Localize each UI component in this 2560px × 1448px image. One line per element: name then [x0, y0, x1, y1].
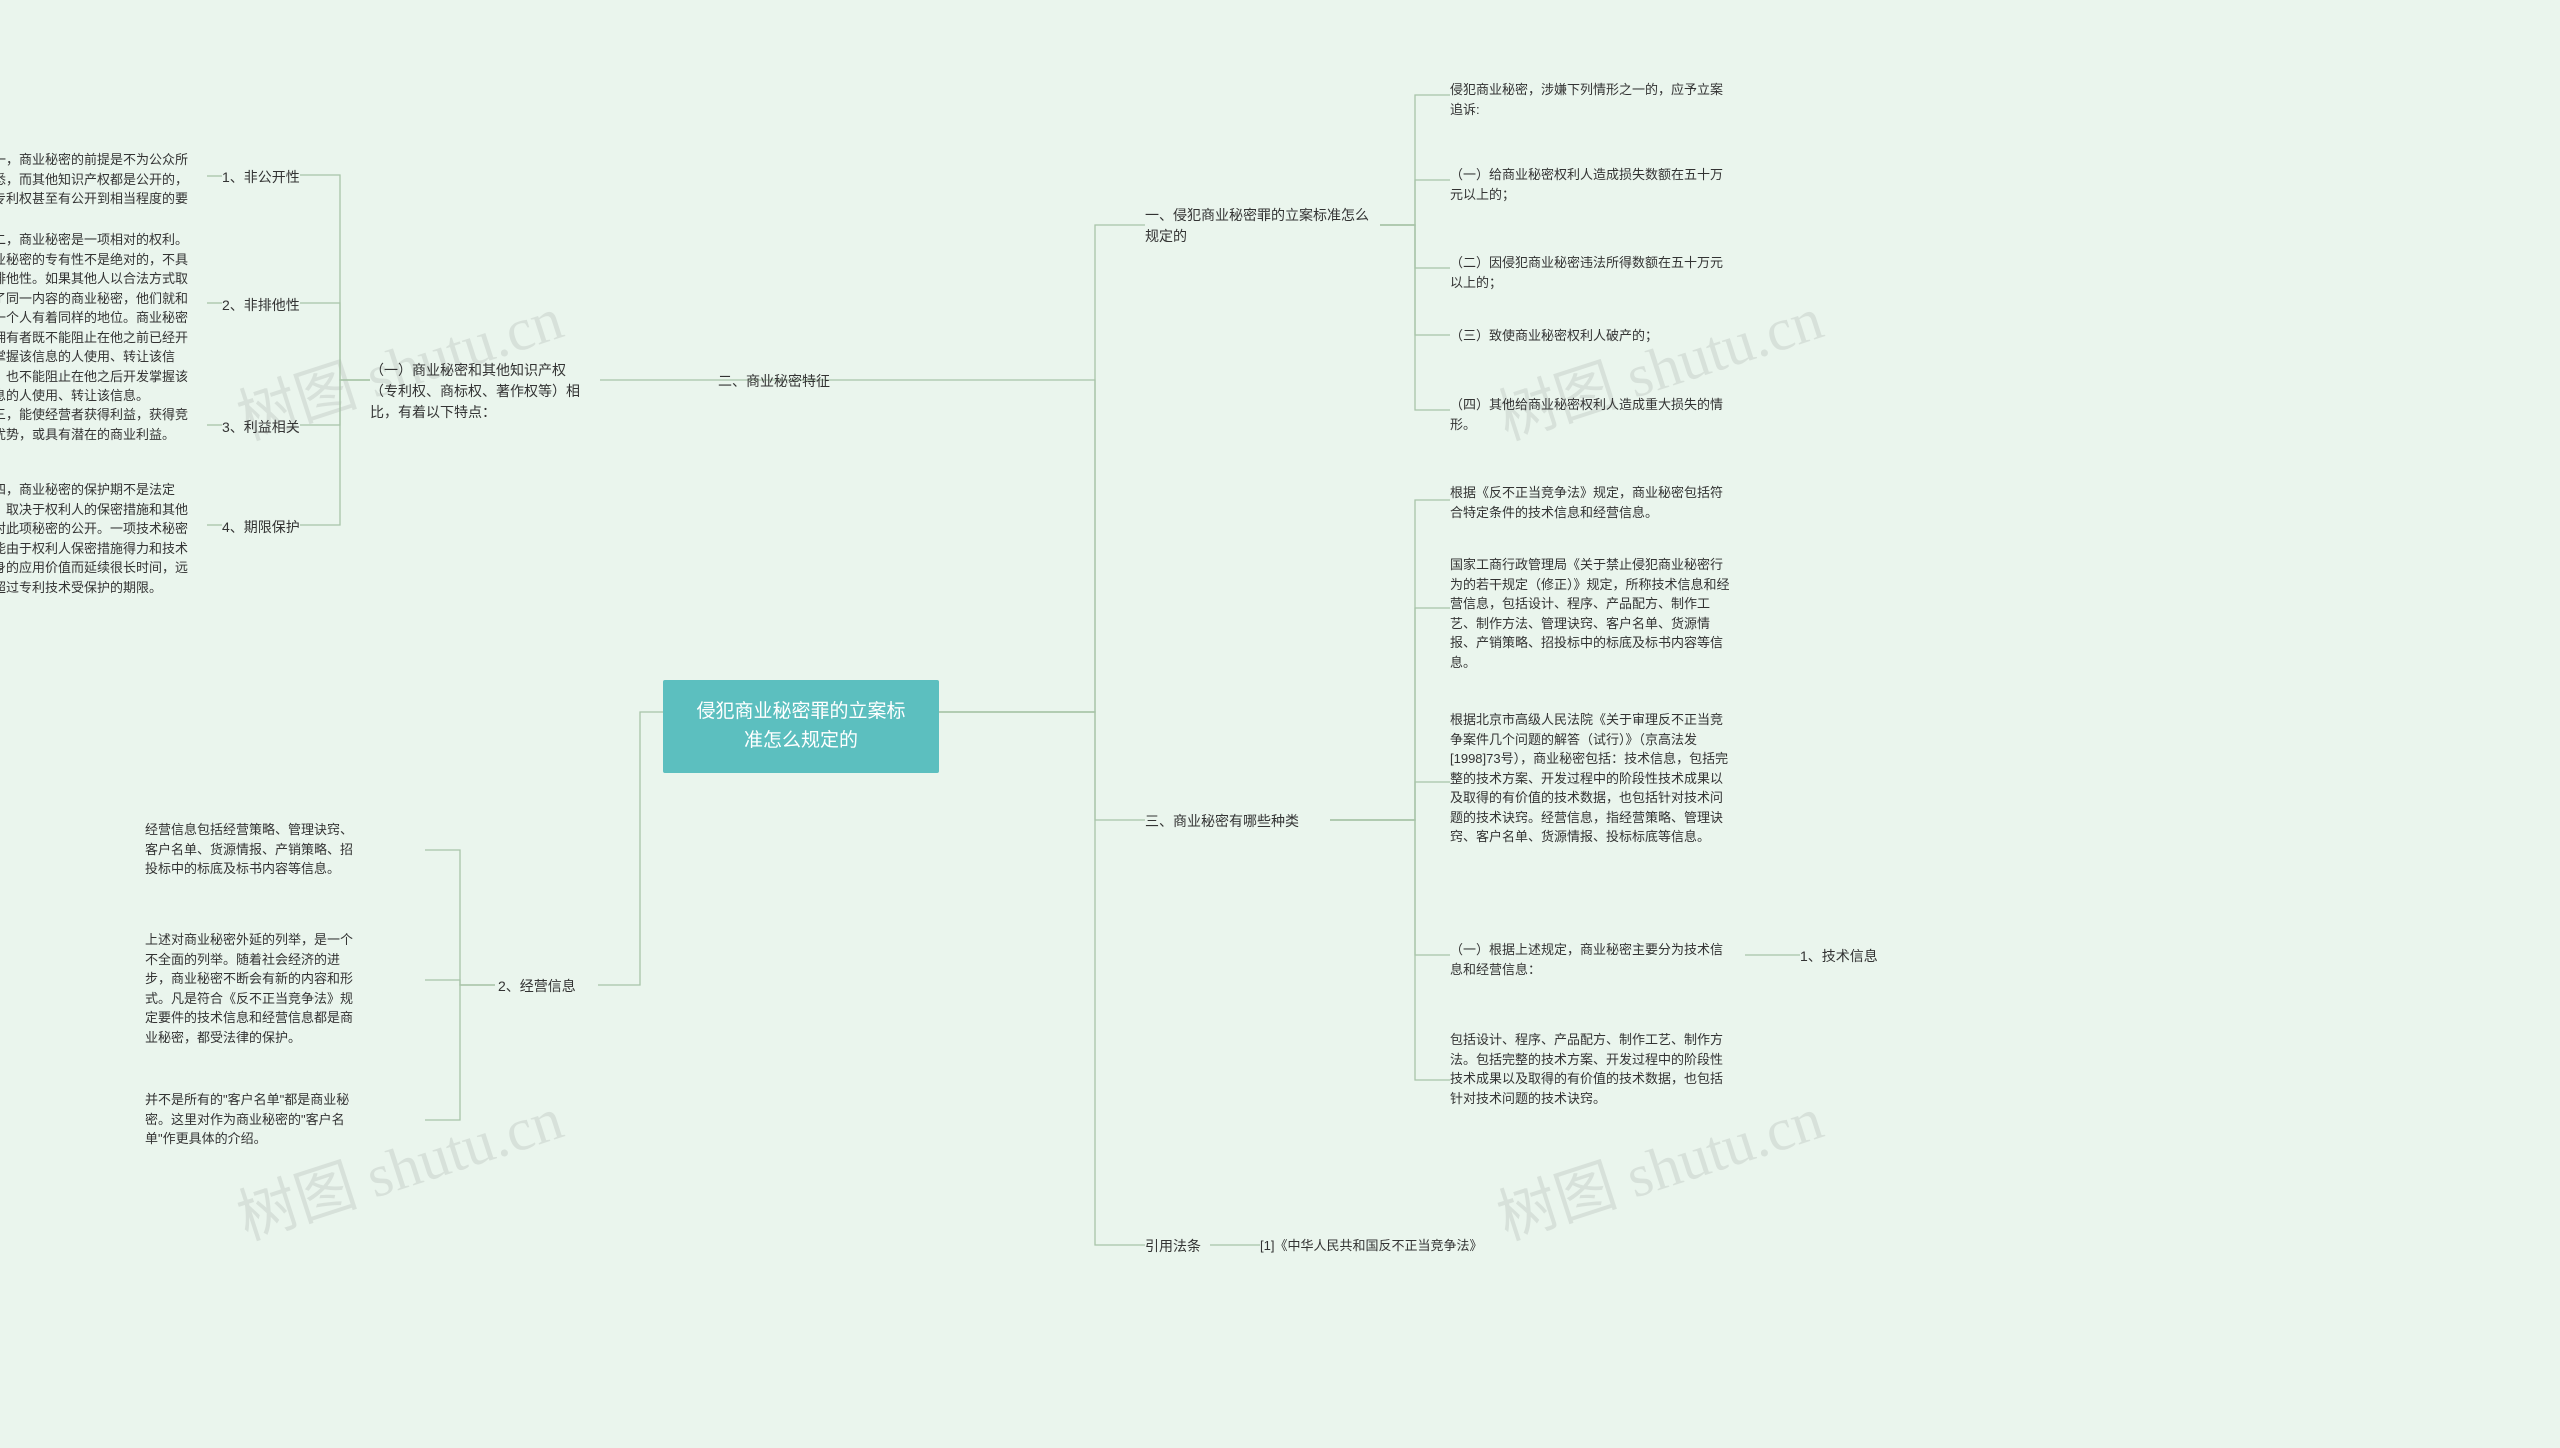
oper-item-2: 并不是所有的"客户名单"都是商业秘密。这里对作为商业秘密的"客户名单"作更具体的…	[145, 1090, 365, 1149]
branch-1-title[interactable]: 一、侵犯商业秘密罪的立案标准怎么规定的	[1145, 205, 1375, 247]
center-topic[interactable]: 侵犯商业秘密罪的立案标 准怎么规定的	[663, 680, 939, 773]
char-3-label[interactable]: 3、利益相关	[222, 417, 300, 438]
b1-item-1: （一）给商业秘密权利人造成损失数额在五十万元以上的；	[1450, 165, 1730, 204]
char-title[interactable]: （一）商业秘密和其他知识产权（专利权、商标权、著作权等）相比，有着以下特点：	[370, 360, 590, 423]
b1-item-3: （三）致使商业秘密权利人破产的；	[1450, 326, 1658, 346]
char-2-desc: 第二，商业秘密是一项相对的权利。商业秘密的专有性不是绝对的，不具有排他性。如果其…	[0, 230, 200, 406]
branch-4-title[interactable]: 引用法条	[1145, 1236, 1201, 1257]
branch-2-title[interactable]: 二、商业秘密特征	[718, 371, 830, 392]
oper-title[interactable]: 2、经营信息	[498, 976, 576, 997]
b4-cite: [1]《中华人民共和国反不正当竞争法》	[1260, 1236, 1482, 1256]
center-line2: 准怎么规定的	[744, 730, 858, 751]
b3-tech-label[interactable]: 1、技术信息	[1800, 946, 1878, 967]
b3-item-0: 根据《反不正当竞争法》规定，商业秘密包括符合特定条件的技术信息和经营信息。	[1450, 483, 1730, 522]
char-1-label[interactable]: 1、非公开性	[222, 167, 300, 188]
char-2-label[interactable]: 2、非排他性	[222, 295, 300, 316]
char-3-desc: 第三，能使经营者获得利益，获得竞争优势，或具有潜在的商业利益。	[0, 405, 200, 444]
branch-3-title[interactable]: 三、商业秘密有哪些种类	[1145, 811, 1299, 832]
char-4-label[interactable]: 4、期限保护	[222, 517, 300, 538]
char-1-desc: 第一，商业秘密的前提是不为公众所知悉，而其他知识产权都是公开的，对专利权甚至有公…	[0, 150, 200, 228]
b3-item-1: 国家工商行政管理局《关于禁止侵犯商业秘密行为的若干规定（修正）》规定，所称技术信…	[1450, 555, 1730, 672]
b1-item-0: 侵犯商业秘密，涉嫌下列情形之一的，应予立案追诉:	[1450, 80, 1730, 119]
b3-item-4: 包括设计、程序、产品配方、制作工艺、制作方法。包括完整的技术方案、开发过程中的阶…	[1450, 1030, 1730, 1108]
oper-item-1: 上述对商业秘密外延的列举，是一个不全面的列举。随着社会经济的进步，商业秘密不断会…	[145, 930, 365, 1047]
oper-item-0: 经营信息包括经营策略、管理诀窍、客户名单、货源情报、产销策略、招投标中的标底及标…	[145, 820, 365, 879]
center-line1: 侵犯商业秘密罪的立案标	[696, 701, 905, 722]
char-4-desc: 第四，商业秘密的保护期不是法定的，取决于权利人的保密措施和其他人对此项秘密的公开…	[0, 480, 200, 597]
b3-item-2: 根据北京市高级人民法院《关于审理反不正当竞争案件几个问题的解答（试行）》（京高法…	[1450, 710, 1730, 847]
mindmap-canvas: 树图 shutu.cn 树图 shutu.cn 树图 shutu.cn 树图 s…	[0, 0, 2560, 1448]
b3-item-3: （一）根据上述规定，商业秘密主要分为技术信息和经营信息：	[1450, 940, 1730, 979]
b1-item-4: （四）其他给商业秘密权利人造成重大损失的情形。	[1450, 395, 1730, 434]
b1-item-2: （二）因侵犯商业秘密违法所得数额在五十万元以上的；	[1450, 253, 1730, 292]
